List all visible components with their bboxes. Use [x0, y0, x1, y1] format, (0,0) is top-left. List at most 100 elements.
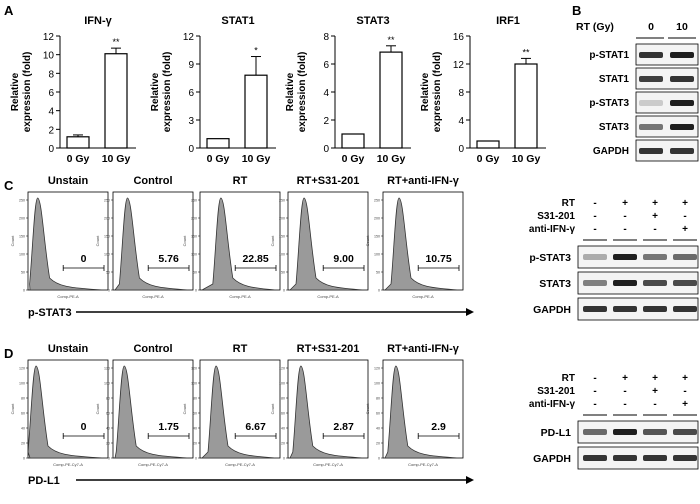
gate-percentage: 1.75 [158, 421, 179, 433]
y-tick-label: 8 [323, 32, 329, 43]
histogram-frame [199, 191, 281, 291]
band [673, 254, 697, 260]
bar-0gy [206, 138, 230, 149]
x-axis-small-label: Comp-PE-A [142, 294, 164, 299]
bar-chart-1: STAT1 0 3 6 9 12 Relative expression (fold) 0 Gy… [150, 15, 276, 165]
band [613, 455, 637, 461]
y-tick-label: 120 [191, 367, 197, 371]
y-tick-label: 120 [374, 367, 380, 371]
y-tick-label: 6 [323, 60, 329, 71]
flow-histogram-1: Control 0 20 40 60 80 100 120 Count Comp-PE-Cy7-A… [95, 343, 194, 467]
blot-row-label: GAPDH [593, 146, 629, 157]
treatment-sign: + [682, 198, 688, 209]
band [673, 280, 697, 286]
y-tick-label: 0 [48, 144, 54, 155]
y-tick-label: 0 [195, 457, 197, 461]
y-tick-label: 20 [376, 442, 380, 446]
significance-marker: ** [112, 37, 120, 47]
y-tick-label: 0 [283, 457, 285, 461]
y-tick-label: 60 [193, 412, 197, 416]
y-tick-label: 60 [21, 412, 25, 416]
significance-marker: ** [387, 35, 395, 45]
y-tick-label: 50 [21, 271, 25, 275]
band [673, 455, 697, 461]
band [639, 100, 663, 106]
band [613, 429, 637, 435]
y-tick-label: 40 [21, 427, 25, 431]
band [639, 52, 663, 58]
y-tick-label: 100 [279, 382, 285, 386]
y-axis-label-line2: expression (fold) [297, 52, 308, 133]
treatment-sign: + [682, 224, 688, 235]
rt-dose-header: RT (Gy) [576, 21, 614, 33]
y-axis-label-line2: expression (fold) [432, 52, 443, 133]
treatment-sign: + [652, 386, 658, 397]
y-tick-label: 150 [104, 235, 110, 239]
band [670, 100, 694, 106]
blot-row-label: GAPDH [533, 453, 571, 465]
y-axis-small-label: Count [10, 403, 15, 415]
treatment-label: RT [562, 373, 575, 384]
treatment-sign: + [652, 211, 658, 222]
blot-strip [635, 139, 699, 162]
gate-percentage: 22.85 [242, 253, 268, 265]
arrow-head [466, 308, 474, 316]
treatment-sign: - [593, 373, 596, 384]
band [639, 124, 663, 130]
treatment-sign: + [682, 399, 688, 410]
histogram-title: RT [233, 175, 248, 187]
flow-histogram-4: RT+anti-IFN-γ 0 20 40 60 80 100 120 Count Comp-PE… [365, 343, 464, 467]
x-axis-small-label: Comp-PE-Cy7-A [313, 462, 343, 467]
y-axis-label-line1: Relative [420, 72, 431, 111]
y-axis-label-line2: expression (fold) [22, 52, 33, 133]
bar-10gy [514, 63, 538, 149]
chart-title: IRF1 [496, 15, 520, 27]
y-tick-label: 10 [43, 51, 55, 62]
y-tick-label: 8 [48, 69, 54, 80]
bar-chart-0: IFN-γ 0 2 4 6 8 10 12 Relative expression (fold) 0… [10, 15, 136, 165]
treatment-sign: - [623, 211, 626, 222]
significance-marker: * [254, 46, 258, 56]
band [643, 455, 667, 461]
histogram-curve [201, 365, 277, 459]
x-axis-small-label: Comp-PE-Cy7-A [53, 462, 83, 467]
y-tick-label: 120 [104, 367, 110, 371]
y-tick-label: 60 [376, 412, 380, 416]
histogram-title: Control [133, 343, 172, 355]
treatment-sign: - [683, 386, 686, 397]
treatment-sign: + [622, 373, 628, 384]
histogram-curve [200, 197, 277, 291]
bar-chart-3: IRF1 0 4 8 12 16 Relative expression (fold) 0 Gy… [420, 15, 546, 165]
gate-percentage: 0 [81, 421, 87, 433]
y-tick-label: 250 [19, 199, 25, 203]
band [670, 148, 694, 154]
y-tick-label: 250 [374, 199, 380, 203]
x-axis-small-label: Comp-PE-A [412, 294, 434, 299]
y-tick-label: 250 [279, 199, 285, 203]
marker-axis-label: p-STAT3 [28, 307, 72, 319]
flow-histogram-0: Unstain 0 20 40 60 80 100 120 Count Comp-PE-Cy7-A… [10, 343, 109, 467]
histogram-title: Unstain [48, 175, 89, 187]
band [583, 254, 607, 260]
treatment-sign: - [623, 224, 626, 235]
panel-label-b: B [572, 3, 581, 18]
marker-axis-label: PD-L1 [28, 475, 60, 487]
y-tick-label: 40 [281, 427, 285, 431]
y-tick-label: 200 [104, 217, 110, 221]
y-tick-label: 150 [19, 235, 25, 239]
y-axis-small-label: Count [365, 235, 370, 247]
y-tick-label: 60 [281, 412, 285, 416]
y-tick-label: 6 [188, 88, 194, 99]
bar-chart-2: STAT3 0 2 4 6 8 Relative expression (fold) 0 Gy *… [285, 15, 411, 165]
y-tick-label: 50 [106, 271, 110, 275]
histogram-curve [384, 197, 460, 291]
treatment-sign: - [593, 224, 596, 235]
y-axis-small-label: Count [10, 235, 15, 247]
band [639, 148, 663, 154]
blot-strip [577, 446, 699, 470]
blot-strip [577, 297, 699, 321]
y-tick-label: 150 [191, 235, 197, 239]
treatment-sign: + [682, 373, 688, 384]
y-tick-label: 0 [188, 144, 194, 155]
